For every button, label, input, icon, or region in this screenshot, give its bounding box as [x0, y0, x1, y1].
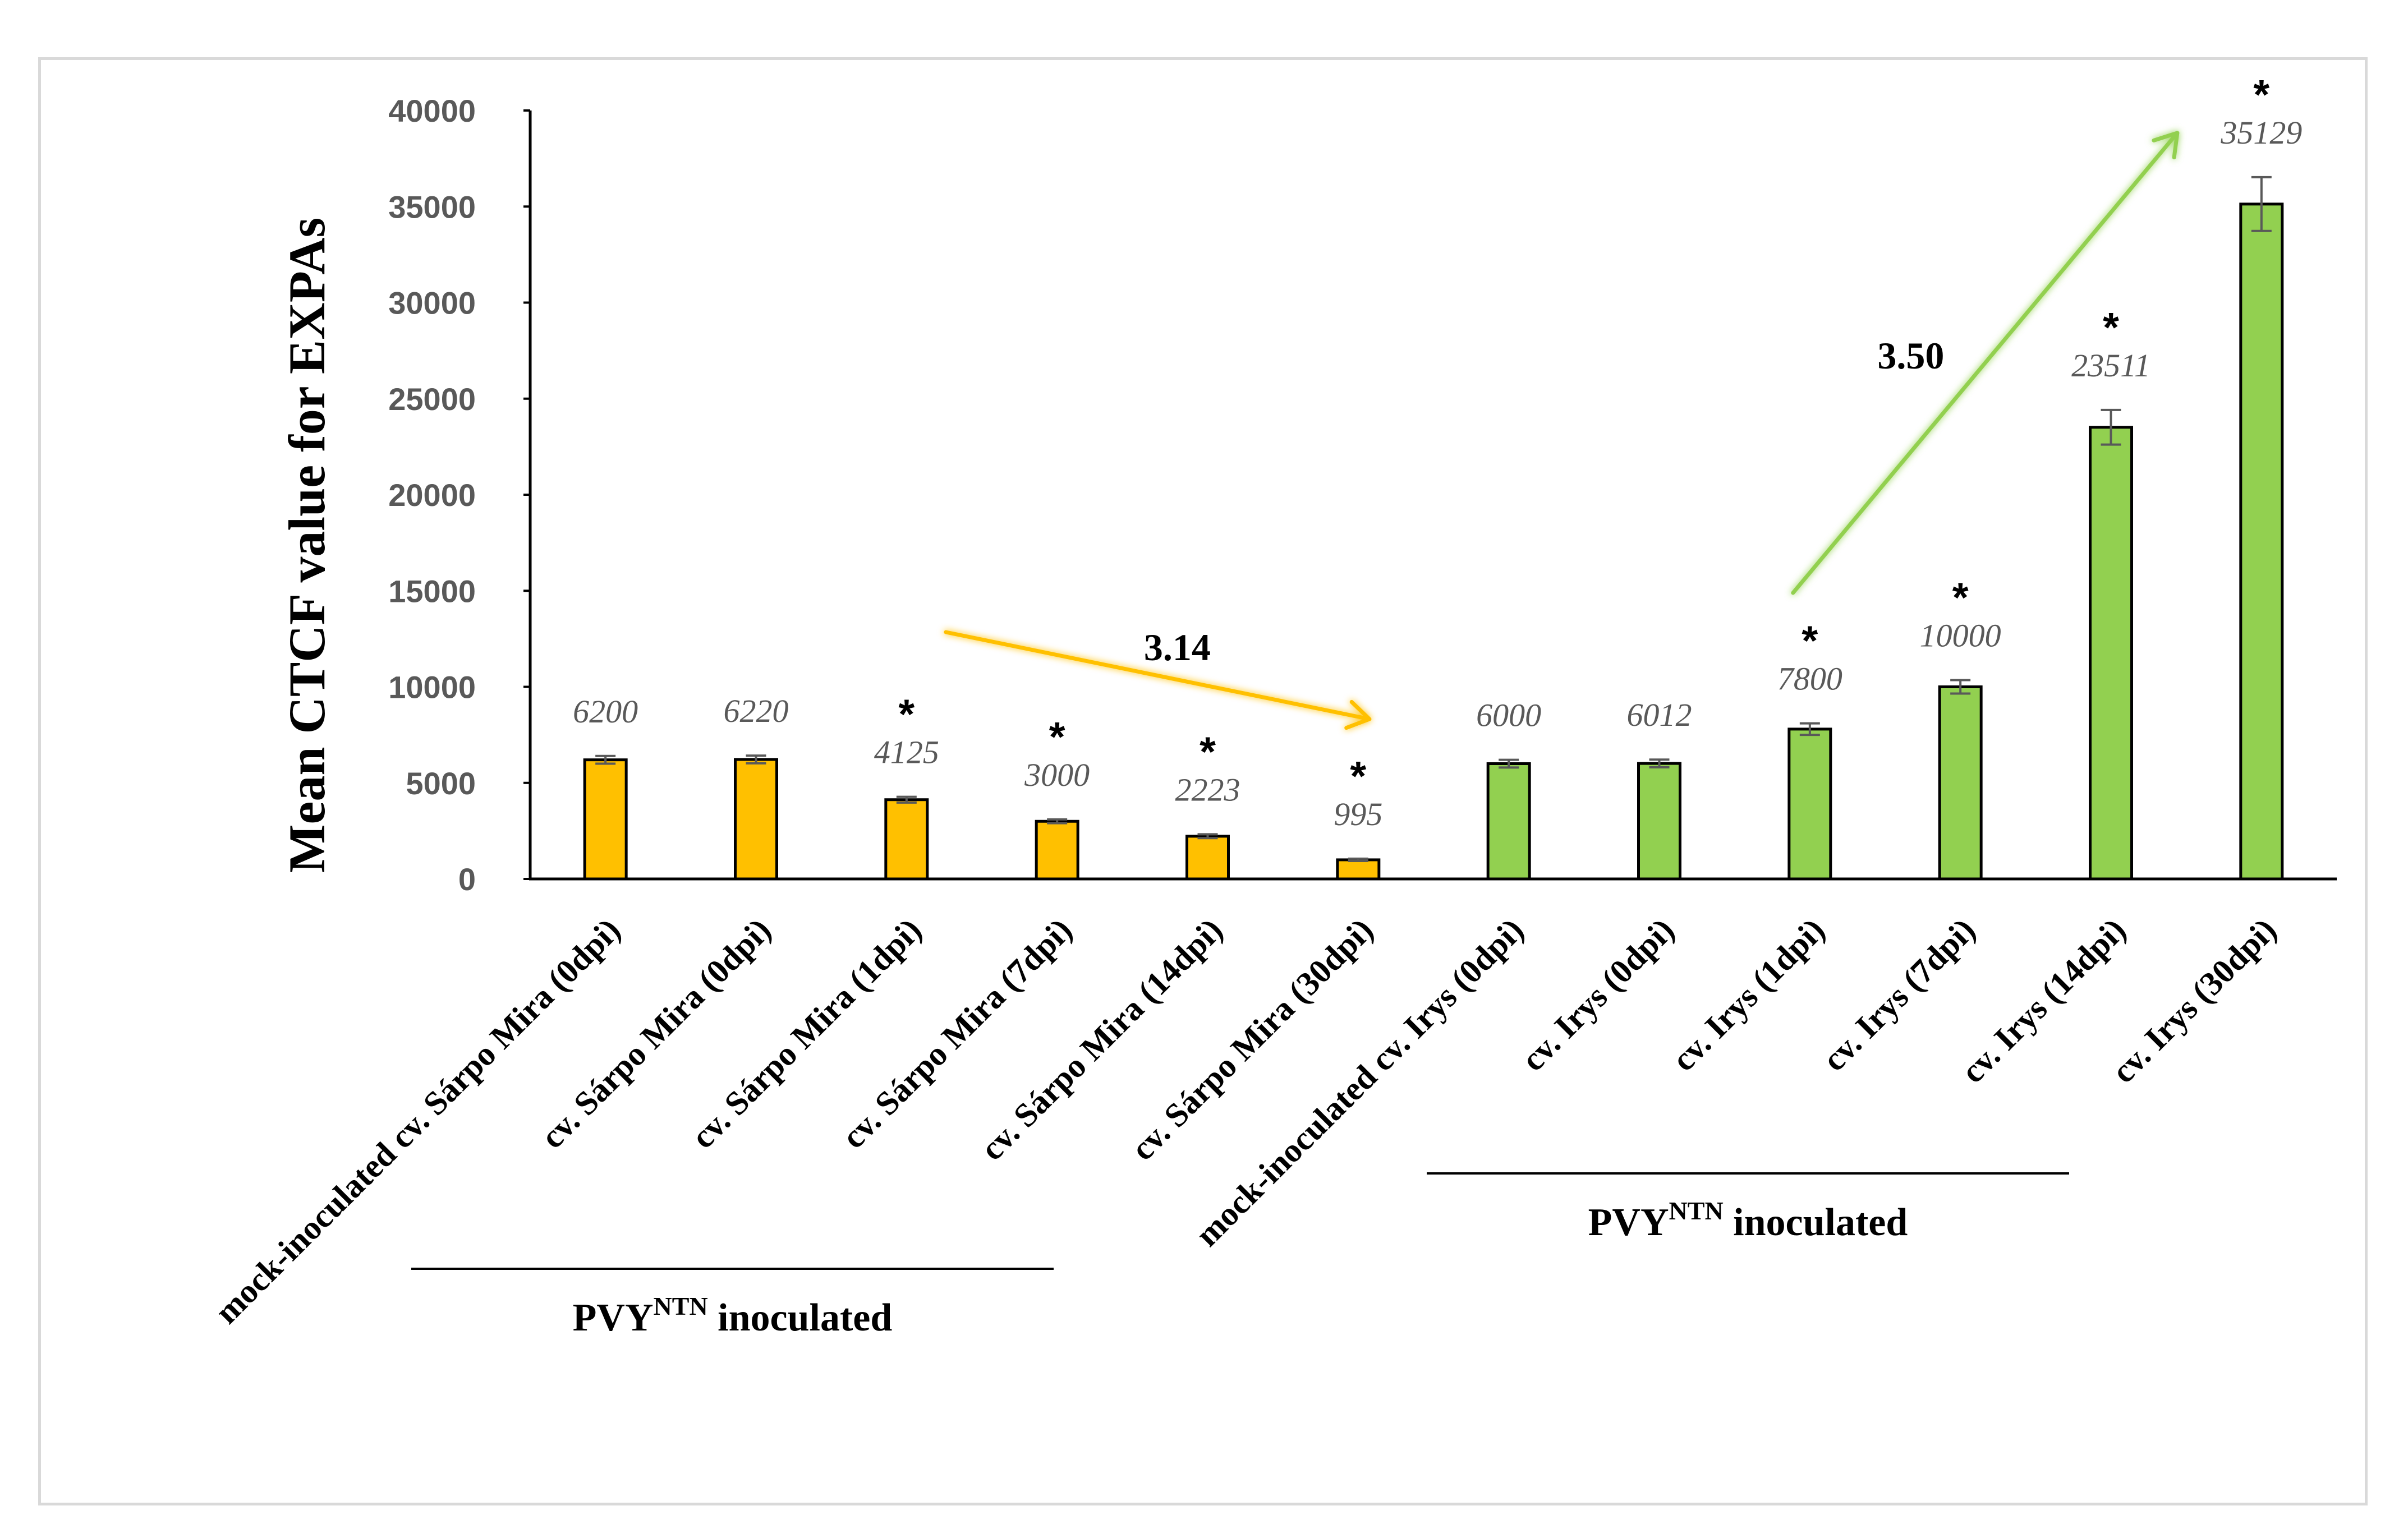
bar: [1185, 835, 1230, 881]
data-label: 6200: [573, 693, 638, 730]
bar-chart: 0 5000 10000 15000 20000 25000 30000 35000 40000…: [208, 71, 2337, 1339]
data-label: 995: [1334, 796, 1382, 832]
data-label: 23511: [2071, 347, 2150, 384]
bar: [1035, 819, 1079, 881]
group-label-main: PVY: [1588, 1201, 1669, 1244]
group-label-tail: inoculated: [1724, 1201, 1908, 1244]
y-tick-label: 35000: [388, 189, 476, 224]
significance-star: *: [1049, 713, 1065, 760]
y-tick-label: 40000: [388, 93, 476, 128]
y-tick-label: 0: [458, 862, 476, 897]
significance-star: *: [1952, 574, 1969, 621]
ratio-annotation-up: 3.50: [1877, 334, 1944, 377]
y-tick-label: 10000: [388, 670, 476, 705]
trend-arrow-up-shaft: [1791, 131, 2180, 595]
bar: [1787, 727, 1832, 881]
category-label: cv. Sárpo Mira (14dpi): [973, 911, 1230, 1168]
bar: [1637, 762, 1681, 881]
data-label: 4125: [874, 734, 939, 771]
data-label: 6012: [1627, 697, 1692, 733]
chart-frame: 0 5000 10000 15000 20000 25000 30000 35000 40000…: [38, 57, 2368, 1505]
significance-star: *: [898, 691, 915, 738]
group-bracket-label: PVYNTN inoculated: [573, 1292, 893, 1339]
y-axis-title: Mean CTCF value for EXPAs: [278, 218, 336, 873]
group-label-sup: NTN: [1669, 1196, 1724, 1225]
bar: [2089, 426, 2133, 881]
y-axis-ticks: 0 5000 10000 15000 20000 25000 30000 35000 40000: [388, 93, 530, 897]
significance-star: *: [1802, 618, 1818, 664]
bar: [583, 758, 628, 881]
data-label: 10000: [1920, 618, 2001, 654]
data-label: 35129: [2220, 114, 2302, 151]
group-bracket-label: PVYNTN inoculated: [1588, 1196, 1908, 1244]
trend-arrow-down-shaft: [944, 630, 1372, 721]
bar: [1486, 762, 1531, 881]
ratio-annotation-down: 3.14: [1144, 626, 1211, 669]
group-label-sup: NTN: [654, 1292, 708, 1320]
category-label: cv. Irys (1dpi): [1665, 911, 1832, 1079]
bar: [1336, 858, 1381, 881]
y-tick-label: 30000: [388, 286, 476, 321]
bar: [1938, 685, 1983, 881]
category-label: cv. Sárpo Mira (30dpi): [1124, 911, 1380, 1168]
bar: [884, 798, 929, 881]
category-label: cv. Irys (7dpi): [1816, 911, 1983, 1079]
significance-star: *: [1350, 753, 1366, 799]
data-label: 6220: [724, 693, 789, 729]
significance-star: *: [2253, 71, 2269, 118]
trend-arrow-down-head: [1344, 699, 1372, 730]
trend-arrow-down: [944, 630, 1372, 730]
significance-star: *: [2103, 304, 2119, 351]
trend-arrows: 3.14 3.50: [944, 131, 2180, 730]
bar: [2239, 202, 2284, 881]
trend-arrow-up-head: [2152, 131, 2180, 160]
trend-arrow-up: [1791, 131, 2180, 595]
bar: [734, 758, 778, 881]
y-tick-label: 5000: [406, 766, 476, 801]
data-label: 3000: [1024, 757, 1090, 793]
y-tick-label: 20000: [388, 477, 476, 513]
data-label: 7800: [1777, 661, 1842, 697]
category-label: mock-inoculated cv. Irys (0dpi): [1188, 911, 1531, 1254]
group-label-main: PVY: [573, 1296, 654, 1339]
data-label: 2223: [1175, 771, 1240, 808]
group-label-tail: inoculated: [708, 1296, 893, 1339]
significance-star: *: [1200, 728, 1216, 775]
category-label: cv. Irys (0dpi): [1514, 911, 1681, 1079]
y-tick-label: 25000: [388, 381, 476, 417]
y-tick-label: 15000: [388, 573, 476, 609]
data-label: 6000: [1476, 697, 1541, 734]
